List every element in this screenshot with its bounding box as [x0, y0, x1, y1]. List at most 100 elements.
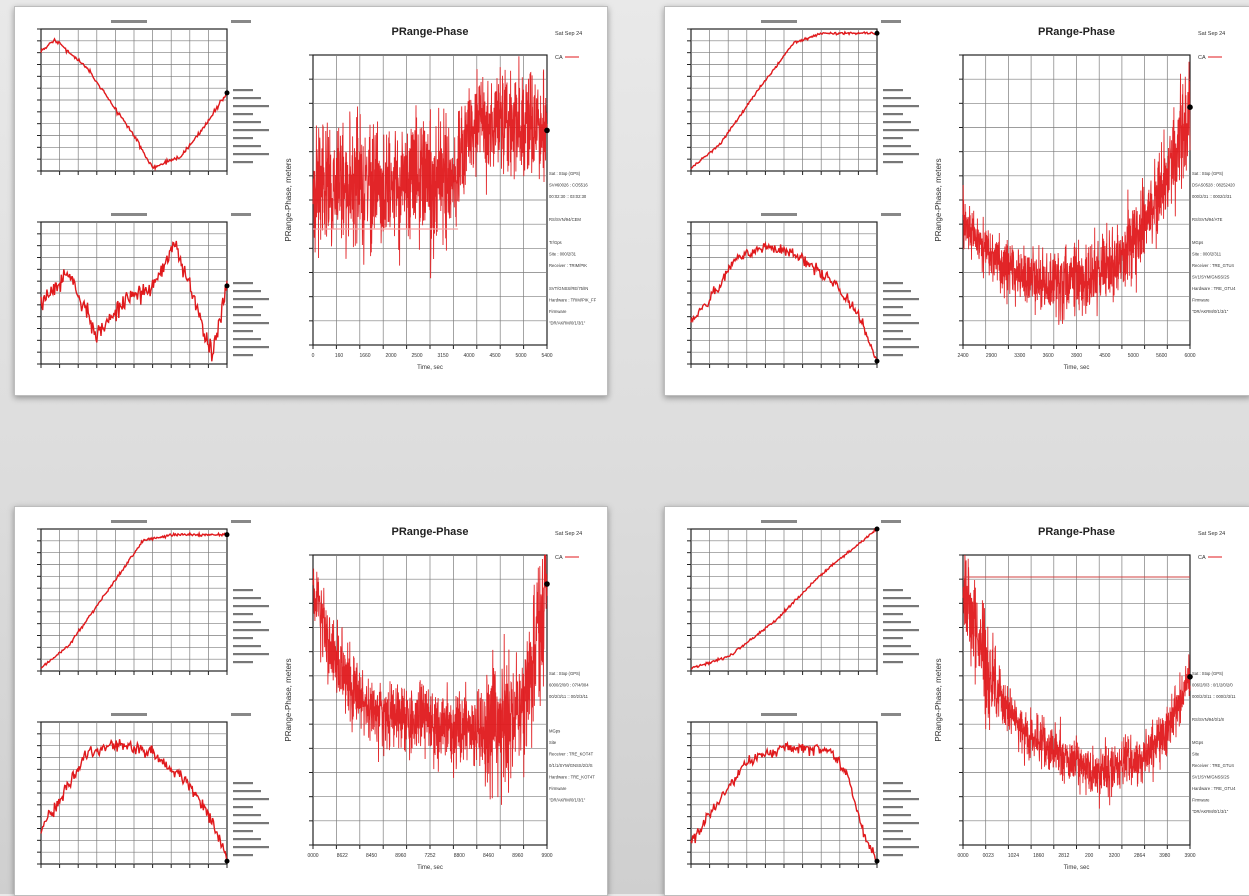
- mini-readout-bar: [883, 282, 903, 285]
- x-tick-label: 9900: [541, 853, 552, 859]
- mini-readout-bar: [883, 798, 919, 801]
- mini-readout-bar: [883, 589, 903, 592]
- big-chart-title: PRange-Phase: [391, 26, 468, 38]
- x-tick-label: 2500: [411, 353, 422, 359]
- x-tick-label: 8960: [512, 853, 523, 859]
- x-tick-label: 4000: [463, 353, 474, 359]
- small-trace: [40, 37, 228, 172]
- mini-readout-bar: [233, 346, 269, 349]
- mini-readout-bar: [883, 89, 903, 92]
- x-tick-label: 8450: [366, 853, 377, 859]
- readout-line: 00:02:30 :: 03:02:30: [549, 194, 587, 199]
- readout-line: Firmware: [1192, 798, 1210, 803]
- readout-line: 000/2/3/11 :: 000/2/3/11: [1192, 694, 1236, 699]
- mini-readout-bar: [883, 298, 919, 301]
- x-tick-label: 3300: [1014, 353, 1025, 359]
- mini-readout-bar: [883, 113, 903, 116]
- big-chart-title: PRange-Phase: [391, 526, 468, 538]
- readout-block: Sat : Stop (GPS) DSAS0528 : 08252420 000/2…: [1192, 171, 1236, 314]
- mini-readout-bar: [233, 89, 253, 92]
- mini-readout-bar: [233, 322, 269, 325]
- mini-readout-bar: [233, 145, 261, 148]
- mini-readout-bar: [233, 338, 261, 341]
- mini-readout-bar: [233, 153, 269, 156]
- panel-svg: PRange-Phase Sat Sep 24 CA PRange-Phase, me…: [687, 520, 1236, 871]
- readout-line: Receiver : TRE_GTU4: [1192, 263, 1234, 268]
- mini-readout-bar: [233, 97, 261, 100]
- readout-line: Firmware: [1192, 298, 1210, 303]
- mini-readout-bar: [883, 105, 919, 108]
- big-chart-ylabel: PRange-Phase, meters: [284, 158, 293, 241]
- big-chart-title: PRange-Phase: [1038, 526, 1115, 538]
- readout-line: Sat : Stop (GPS): [1192, 671, 1224, 676]
- readout-line: Site : 000/2/31: [549, 252, 577, 257]
- x-tick-label: 6000: [1184, 353, 1195, 359]
- mini-readout-bar: [883, 806, 903, 809]
- marker-dot: [224, 532, 230, 538]
- big-chart: [309, 554, 550, 849]
- readout-block: Sat : Stop (GPS) 6000/2/0/0 : 07/4/004 00/…: [549, 671, 595, 803]
- mini-readout-bar: [883, 645, 911, 648]
- readout-line: MGps: [1192, 240, 1203, 245]
- x-tick-label: 1024: [1008, 853, 1019, 859]
- mini-readout-bar: [883, 290, 911, 293]
- mini-readout-bar: [233, 354, 253, 357]
- readout-line: 0/1/1/SYM/GNSS/2/2/S: [549, 763, 593, 768]
- mini-readout-bar: [233, 653, 269, 656]
- small-chart-top: [37, 20, 269, 175]
- mini-legend-bar: [881, 20, 901, 23]
- mini-readout-bar: [233, 597, 261, 600]
- mini-readout-bar: [883, 854, 903, 857]
- marker-dot: [874, 526, 880, 532]
- readout-line: Hardware : TRE_GTU4: [1192, 786, 1236, 791]
- mini-readout-bar: [883, 814, 911, 817]
- big-chart-xlabel: Time, sec: [1064, 865, 1090, 871]
- mini-readout-bar: [233, 137, 253, 140]
- x-tick-label: 2864: [1134, 853, 1145, 859]
- small-chart-bottom: [687, 713, 919, 868]
- mini-readout-bar: [233, 637, 253, 640]
- mini-title-bar: [111, 213, 147, 216]
- marker-dot: [224, 283, 230, 289]
- marker-dot: [1187, 674, 1193, 680]
- readout-line: Tr/Gps: [549, 240, 562, 245]
- readout-line: 006/2/0/3 : 0/1/2/0/2/0: [1192, 683, 1233, 688]
- x-tick-label: 1860: [1033, 853, 1044, 859]
- readout-line: SVT/GNSS/RE/75/IN: [549, 286, 588, 291]
- x-tick-label: 5600: [1156, 353, 1167, 359]
- marker-dot: [874, 358, 880, 364]
- mini-legend-bar: [231, 520, 251, 523]
- readout-line: SV#60026 : CO5516: [549, 183, 588, 188]
- readout-line: RS/SVN/94/0/1/8: [1192, 717, 1225, 722]
- panel-svg: PRange-Phase Sat Sep 24 CA PRange-Phase, me…: [37, 20, 597, 371]
- x-tick-label: 5400: [541, 353, 552, 359]
- readout-block: Sat : Stop (GPS) 006/2/0/3 : 0/1/2/0/2/0 0…: [1192, 671, 1236, 814]
- readout-line: Site : 000/2/311: [1192, 252, 1222, 257]
- marker-dot: [1187, 104, 1193, 110]
- chart-panel-top-right: PRange-Phase Sat Sep 24 CA PRange-Phase, me…: [664, 6, 1249, 396]
- mini-readout-bar: [233, 282, 253, 285]
- readout-line: Receiver : TRIM/PIK: [549, 263, 587, 268]
- marker-dot: [224, 858, 230, 864]
- x-tick-label: 0: [312, 353, 315, 359]
- big-chart: [959, 554, 1193, 849]
- x-tick-label: 0000: [957, 853, 968, 859]
- x-tick-label: 160: [335, 353, 344, 359]
- mini-readout-bar: [883, 629, 919, 632]
- mini-readout-bar: [233, 330, 253, 333]
- mini-readout-bar: [233, 782, 253, 785]
- mini-readout-bar: [233, 830, 253, 833]
- mini-legend-bar: [881, 520, 901, 523]
- mini-readout-bar: [233, 129, 269, 132]
- mini-title-bar: [111, 713, 147, 716]
- mini-readout-bar: [883, 314, 911, 317]
- mini-readout-bar: [233, 314, 261, 317]
- small-trace: [690, 30, 878, 170]
- marker-dot: [544, 127, 550, 134]
- readout-line: Firmware: [549, 309, 567, 314]
- readout-line: RS/SVN/94/ATE: [1192, 217, 1223, 222]
- mini-readout-bar: [883, 613, 903, 616]
- mini-readout-bar: [233, 290, 261, 293]
- legend-tag: CA: [555, 55, 563, 61]
- small-chart-bottom: [37, 213, 269, 368]
